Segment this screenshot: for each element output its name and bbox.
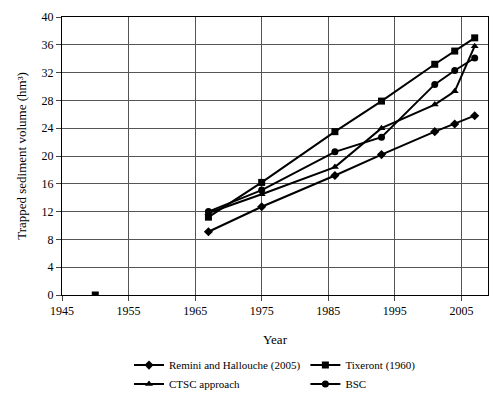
svg-text:28: 28: [42, 94, 54, 108]
svg-text:CTSC approach: CTSC approach: [169, 378, 240, 390]
svg-text:16: 16: [42, 177, 54, 191]
svg-text:BSC: BSC: [345, 378, 366, 390]
svg-text:Year: Year: [263, 332, 288, 347]
svg-text:32: 32: [42, 66, 54, 80]
svg-text:1985: 1985: [316, 304, 340, 318]
svg-text:40: 40: [42, 10, 54, 24]
svg-text:1955: 1955: [117, 304, 141, 318]
svg-text:Remini and Hallouche (2005): Remini and Hallouche (2005): [169, 359, 300, 372]
svg-text:2005: 2005: [449, 304, 473, 318]
svg-text:4: 4: [48, 260, 54, 274]
svg-text:20: 20: [42, 149, 54, 163]
svg-text:0: 0: [48, 288, 54, 302]
svg-text:36: 36: [42, 38, 54, 52]
svg-text:Tixeront (1960): Tixeront (1960): [345, 359, 415, 372]
svg-text:24: 24: [42, 121, 54, 135]
svg-text:1965: 1965: [183, 304, 207, 318]
svg-text:1975: 1975: [250, 304, 274, 318]
svg-text:12: 12: [42, 205, 54, 219]
svg-text:Trapped sediment volume (hm³): Trapped sediment volume (hm³): [14, 72, 29, 240]
svg-text:8: 8: [48, 233, 54, 247]
svg-text:1945: 1945: [50, 304, 74, 318]
svg-text:1995: 1995: [383, 304, 407, 318]
